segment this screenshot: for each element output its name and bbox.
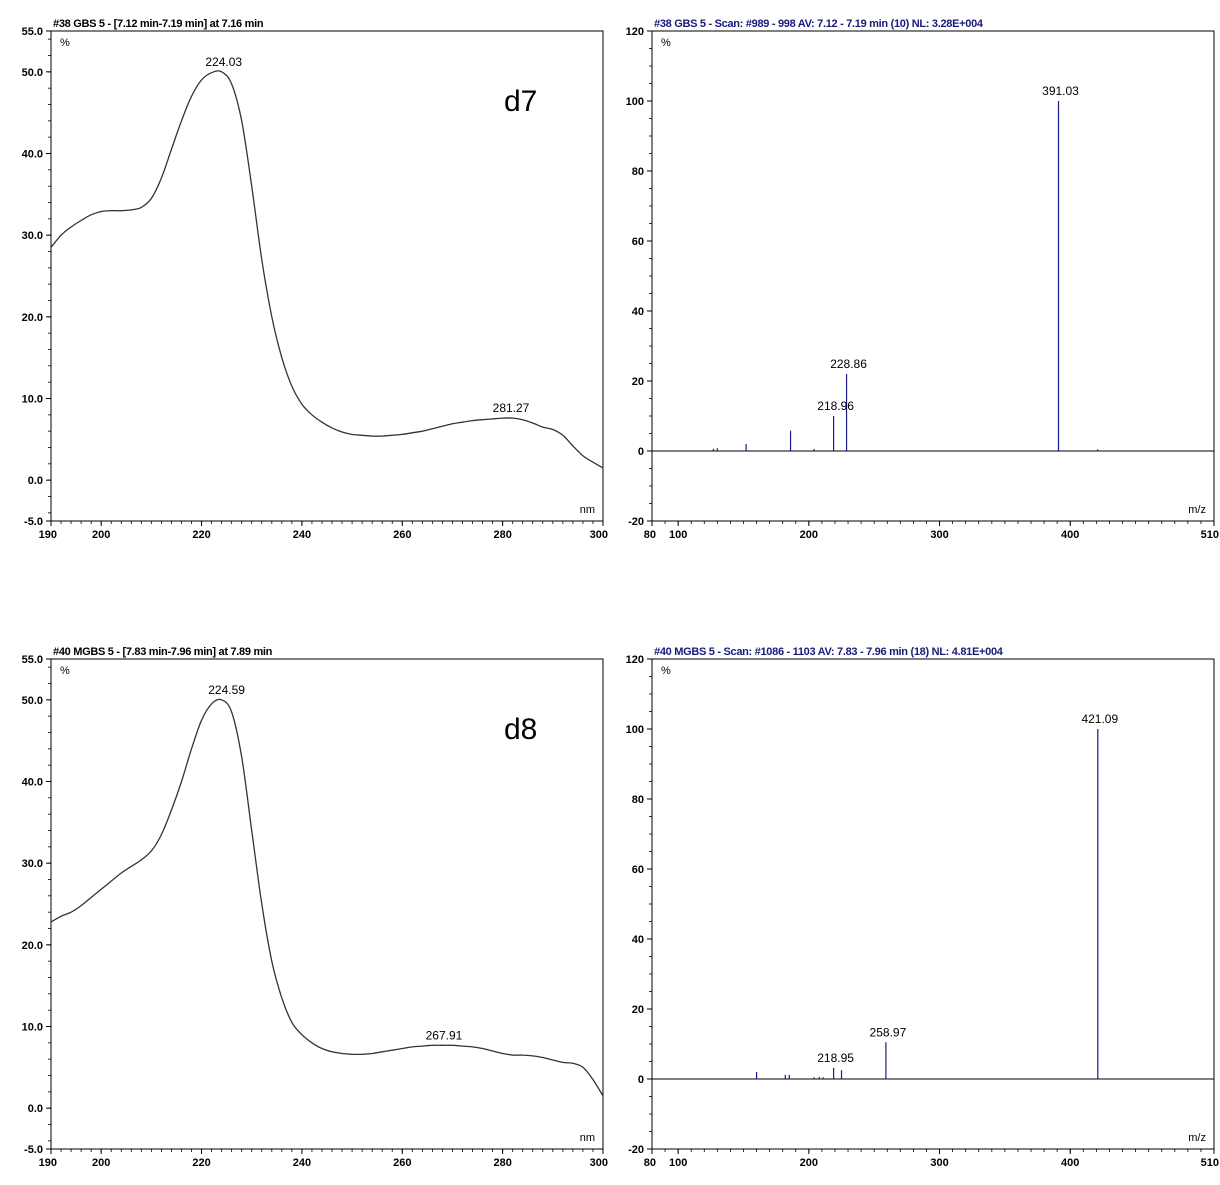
x-tick-label: 200 [92, 529, 110, 541]
y-tick-label: 55.0 [22, 654, 43, 666]
x-tick-label: 200 [92, 1157, 110, 1169]
y-tick-label: 40.0 [22, 149, 43, 161]
y-tick-label: -5.0 [24, 516, 43, 528]
y-tick-label: 40 [632, 934, 644, 946]
y-axis-unit: % [661, 665, 671, 677]
peak-label: 224.03 [205, 55, 242, 69]
y-tick-label: 30.0 [22, 858, 43, 870]
x-axis-unit: nm [580, 1132, 595, 1144]
x-tick-label: 240 [293, 1157, 311, 1169]
panel-label: d8 [504, 713, 537, 746]
y-tick-label: 60 [632, 236, 644, 248]
y-tick-label: 40.0 [22, 777, 43, 789]
x-tick-label: 240 [293, 529, 311, 541]
x-tick-label: 400 [1061, 1157, 1079, 1169]
x-axis-unit: m/z [1188, 1132, 1206, 1144]
y-tick-label: 100 [626, 96, 644, 108]
x-tick-label: 80 [644, 1157, 656, 1169]
y-tick-label: 20 [632, 376, 644, 388]
x-tick-label: 220 [192, 529, 210, 541]
y-tick-label: 120 [626, 654, 644, 666]
x-tick-label: 190 [39, 1157, 57, 1169]
y-tick-label: 55.0 [22, 26, 43, 38]
x-tick-label: 80 [644, 529, 656, 541]
y-tick-label: 20 [632, 1004, 644, 1016]
y-tick-label: 80 [632, 166, 644, 178]
peak-label: 228.86 [830, 357, 867, 371]
y-tick-label: 80 [632, 794, 644, 806]
chart-panel-4: #40 MGBS 5 - Scan: #1086 - 1103 AV: 7.83… [626, 646, 1219, 1169]
x-tick-label: 300 [930, 1157, 948, 1169]
y-tick-label: 50.0 [22, 695, 43, 707]
x-tick-label: 400 [1061, 529, 1079, 541]
x-tick-label: 190 [39, 529, 57, 541]
peak-label: 218.96 [817, 399, 854, 413]
y-tick-label: 50.0 [22, 67, 43, 79]
x-tick-label: 260 [393, 529, 411, 541]
peak-label: 281.27 [493, 401, 530, 415]
peak-label: 218.95 [817, 1051, 854, 1065]
peak-label: 421.09 [1081, 712, 1118, 726]
x-tick-label: 280 [493, 529, 511, 541]
x-tick-label: 300 [590, 1157, 608, 1169]
y-tick-label: -20 [628, 516, 644, 528]
x-tick-label: 220 [192, 1157, 210, 1169]
x-axis-unit: m/z [1188, 504, 1206, 516]
chart-panel-1: #38 GBS 5 - [7.12 min-7.19 min] at 7.16 … [22, 18, 608, 541]
y-tick-label: -20 [628, 1144, 644, 1156]
peak-label: 224.59 [208, 683, 245, 697]
plot-frame [652, 659, 1214, 1149]
y-tick-label: -5.0 [24, 1144, 43, 1156]
y-tick-label: 120 [626, 26, 644, 38]
y-tick-label: 30.0 [22, 230, 43, 242]
panel-label: d7 [504, 85, 537, 118]
peak-label: 258.97 [870, 1025, 907, 1039]
chart-title: #40 MGBS 5 - Scan: #1086 - 1103 AV: 7.83… [654, 646, 1004, 658]
y-axis-unit: % [60, 665, 70, 677]
plot-frame [652, 31, 1214, 521]
y-tick-label: 40 [632, 306, 644, 318]
y-tick-label: 20.0 [22, 312, 43, 324]
x-tick-label: 510 [1201, 529, 1219, 541]
chart-title: #38 GBS 5 - Scan: #989 - 998 AV: 7.12 - … [654, 18, 984, 30]
x-tick-label: 300 [930, 529, 948, 541]
chart-title: #38 GBS 5 - [7.12 min-7.19 min] at 7.16 … [53, 18, 264, 30]
x-tick-label: 510 [1201, 1157, 1219, 1169]
y-tick-label: 0 [638, 446, 644, 458]
y-tick-label: 0.0 [28, 475, 43, 487]
spectrum-line [51, 699, 603, 1096]
x-tick-label: 260 [393, 1157, 411, 1169]
x-tick-label: 200 [800, 529, 818, 541]
x-tick-label: 100 [669, 529, 687, 541]
y-axis-unit: % [661, 37, 671, 49]
peak-label: 391.03 [1042, 84, 1079, 98]
chart-title: #40 MGBS 5 - [7.83 min-7.96 min] at 7.89… [53, 646, 273, 658]
chart-panel-3: #40 MGBS 5 - [7.83 min-7.96 min] at 7.89… [22, 646, 608, 1169]
x-tick-label: 100 [669, 1157, 687, 1169]
y-tick-label: 60 [632, 864, 644, 876]
y-tick-label: 20.0 [22, 940, 43, 952]
x-tick-label: 280 [493, 1157, 511, 1169]
peak-label: 267.91 [426, 1028, 463, 1042]
x-tick-label: 200 [800, 1157, 818, 1169]
chart-panel-2: #38 GBS 5 - Scan: #989 - 998 AV: 7.12 - … [626, 18, 1219, 541]
y-tick-label: 10.0 [22, 394, 43, 406]
y-tick-label: 0 [638, 1074, 644, 1086]
y-tick-label: 0.0 [28, 1103, 43, 1115]
x-axis-unit: nm [580, 504, 595, 516]
y-tick-label: 100 [626, 724, 644, 736]
x-tick-label: 300 [590, 529, 608, 541]
y-tick-label: 10.0 [22, 1022, 43, 1034]
y-axis-unit: % [60, 37, 70, 49]
